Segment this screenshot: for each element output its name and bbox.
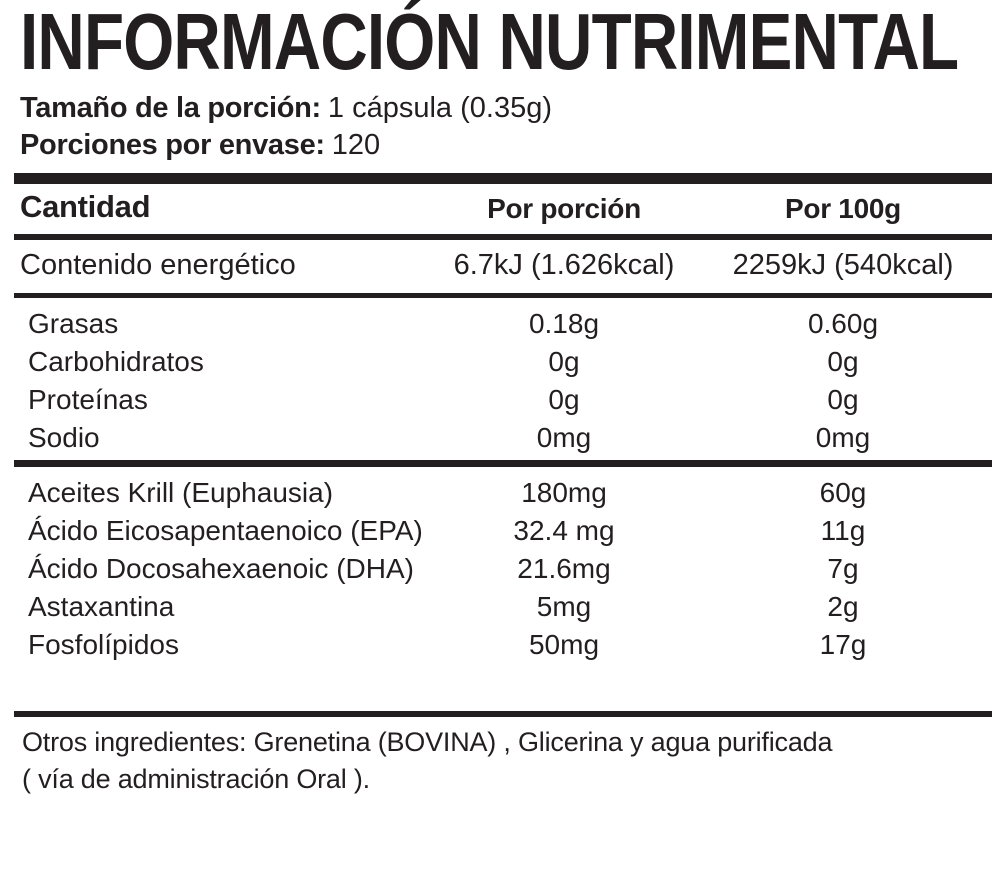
value-per-serving: 50mg xyxy=(528,629,600,660)
value-per-serving: 180mg xyxy=(521,477,607,508)
servings-per-container-label: Porciones por envase: xyxy=(20,129,325,161)
value-per-100g: 0g xyxy=(827,346,859,377)
divider-under-macros xyxy=(14,460,992,467)
serving-size-label: Tamaño de la porción: xyxy=(20,92,321,124)
serving-info: Tamaño de la porción: 1 cápsula (0.35g) P… xyxy=(20,90,1000,164)
nutrient-label: Astaxantina xyxy=(28,591,175,622)
nutrient-row: Fosfolípidos 50mg 17g xyxy=(14,626,992,664)
nutrient-label: Aceites Krill (Euphausia) xyxy=(28,477,334,508)
value-per-100g: 7g xyxy=(827,553,859,584)
nutrient-label: Sodio xyxy=(28,422,100,453)
nutrient-label: Ácido Eicosapentaenoico (EPA) xyxy=(28,515,423,546)
energy-row: Contenido energético 6.7kJ (1.626kcal) 2… xyxy=(14,240,992,293)
value-per-serving: 32.4 mg xyxy=(513,515,615,546)
divider-top-thick xyxy=(14,173,992,184)
serving-size-line: Tamaño de la porción: 1 cápsula (0.35g) xyxy=(20,90,1000,127)
value-per-100g: 60g xyxy=(819,477,867,508)
value-per-100g: 2g xyxy=(827,591,859,622)
nutrient-row: Proteínas 0g 0g xyxy=(14,381,992,419)
nutrient-label: Grasas xyxy=(28,308,119,339)
nutrient-row: Grasas 0.18g 0.60g xyxy=(14,305,992,343)
divider-under-header xyxy=(14,234,992,240)
nutrient-row: Sodio 0mg 0mg xyxy=(14,419,992,457)
value-per-serving: 0.18g xyxy=(528,308,600,339)
nutrient-row: Aceites Krill (Euphausia) 180mg 60g xyxy=(14,474,992,512)
value-per-100g: 0g xyxy=(827,384,859,415)
macro-rows-section: Grasas 0.18g 0.60g Carbohidratos 0g 0g P… xyxy=(0,298,1000,460)
other-ingredients-line1: Otros ingredientes: Grenetina (BOVINA) ,… xyxy=(22,727,833,757)
value-per-100g: 17g xyxy=(819,629,867,660)
value-per-serving: 21.6mg xyxy=(517,553,611,584)
ingredient-rows-section: Aceites Krill (Euphausia) 180mg 60g Ácid… xyxy=(0,467,1000,667)
other-ingredients: Otros ingredientes: Grenetina (BOVINA) ,… xyxy=(22,724,1000,798)
other-ingredients-line2: ( vía de administración Oral ). xyxy=(22,764,370,794)
value-per-serving: 0g xyxy=(548,384,580,415)
value-per-serving: 0g xyxy=(548,346,580,377)
divider-bottom xyxy=(14,711,992,717)
column-header-por-porcion: Por porción xyxy=(487,193,641,224)
nutrient-label: Fosfolípidos xyxy=(28,629,179,660)
table-header-row: Cantidad Por porción Por 100g xyxy=(14,184,992,234)
nutrient-row: Ácido Eicosapentaenoico (EPA) 32.4 mg 11… xyxy=(14,512,992,550)
column-header-cantidad: Cantidad xyxy=(20,189,151,224)
nutrient-label: Carbohidratos xyxy=(28,346,204,377)
value-per-serving: 5mg xyxy=(536,591,592,622)
nutrient-label: Ácido Docosahexaenoic (DHA) xyxy=(28,553,414,584)
value-per-100g: 0mg xyxy=(815,422,871,453)
spacer xyxy=(0,667,1000,711)
nutrient-label: Proteínas xyxy=(28,384,148,415)
value-per-100g: 2259kJ (540kcal) xyxy=(732,249,954,281)
servings-per-container-value: 120 xyxy=(331,129,381,161)
column-header-por-100g: Por 100g xyxy=(785,193,901,224)
nutrient-row: Astaxantina 5mg 2g xyxy=(14,588,992,626)
nutrient-row: Carbohidratos 0g 0g xyxy=(14,343,992,381)
serving-size-value: 1 cápsula (0.35g) xyxy=(327,92,553,124)
value-per-100g: 0.60g xyxy=(807,308,879,339)
value-per-serving: 0mg xyxy=(536,422,592,453)
servings-per-container-line: Porciones por envase: 120 xyxy=(20,127,1000,164)
value-per-serving: 6.7kJ (1.626kcal) xyxy=(453,249,675,281)
nutrient-row: Ácido Docosahexaenoic (DHA) 21.6mg 7g xyxy=(14,550,992,588)
page-title: INFORMACIÓN NUTRIMENTAL xyxy=(20,0,959,86)
divider-under-energy xyxy=(14,293,992,298)
value-per-100g: 11g xyxy=(820,515,866,546)
nutrient-label: Contenido energético xyxy=(20,249,296,281)
